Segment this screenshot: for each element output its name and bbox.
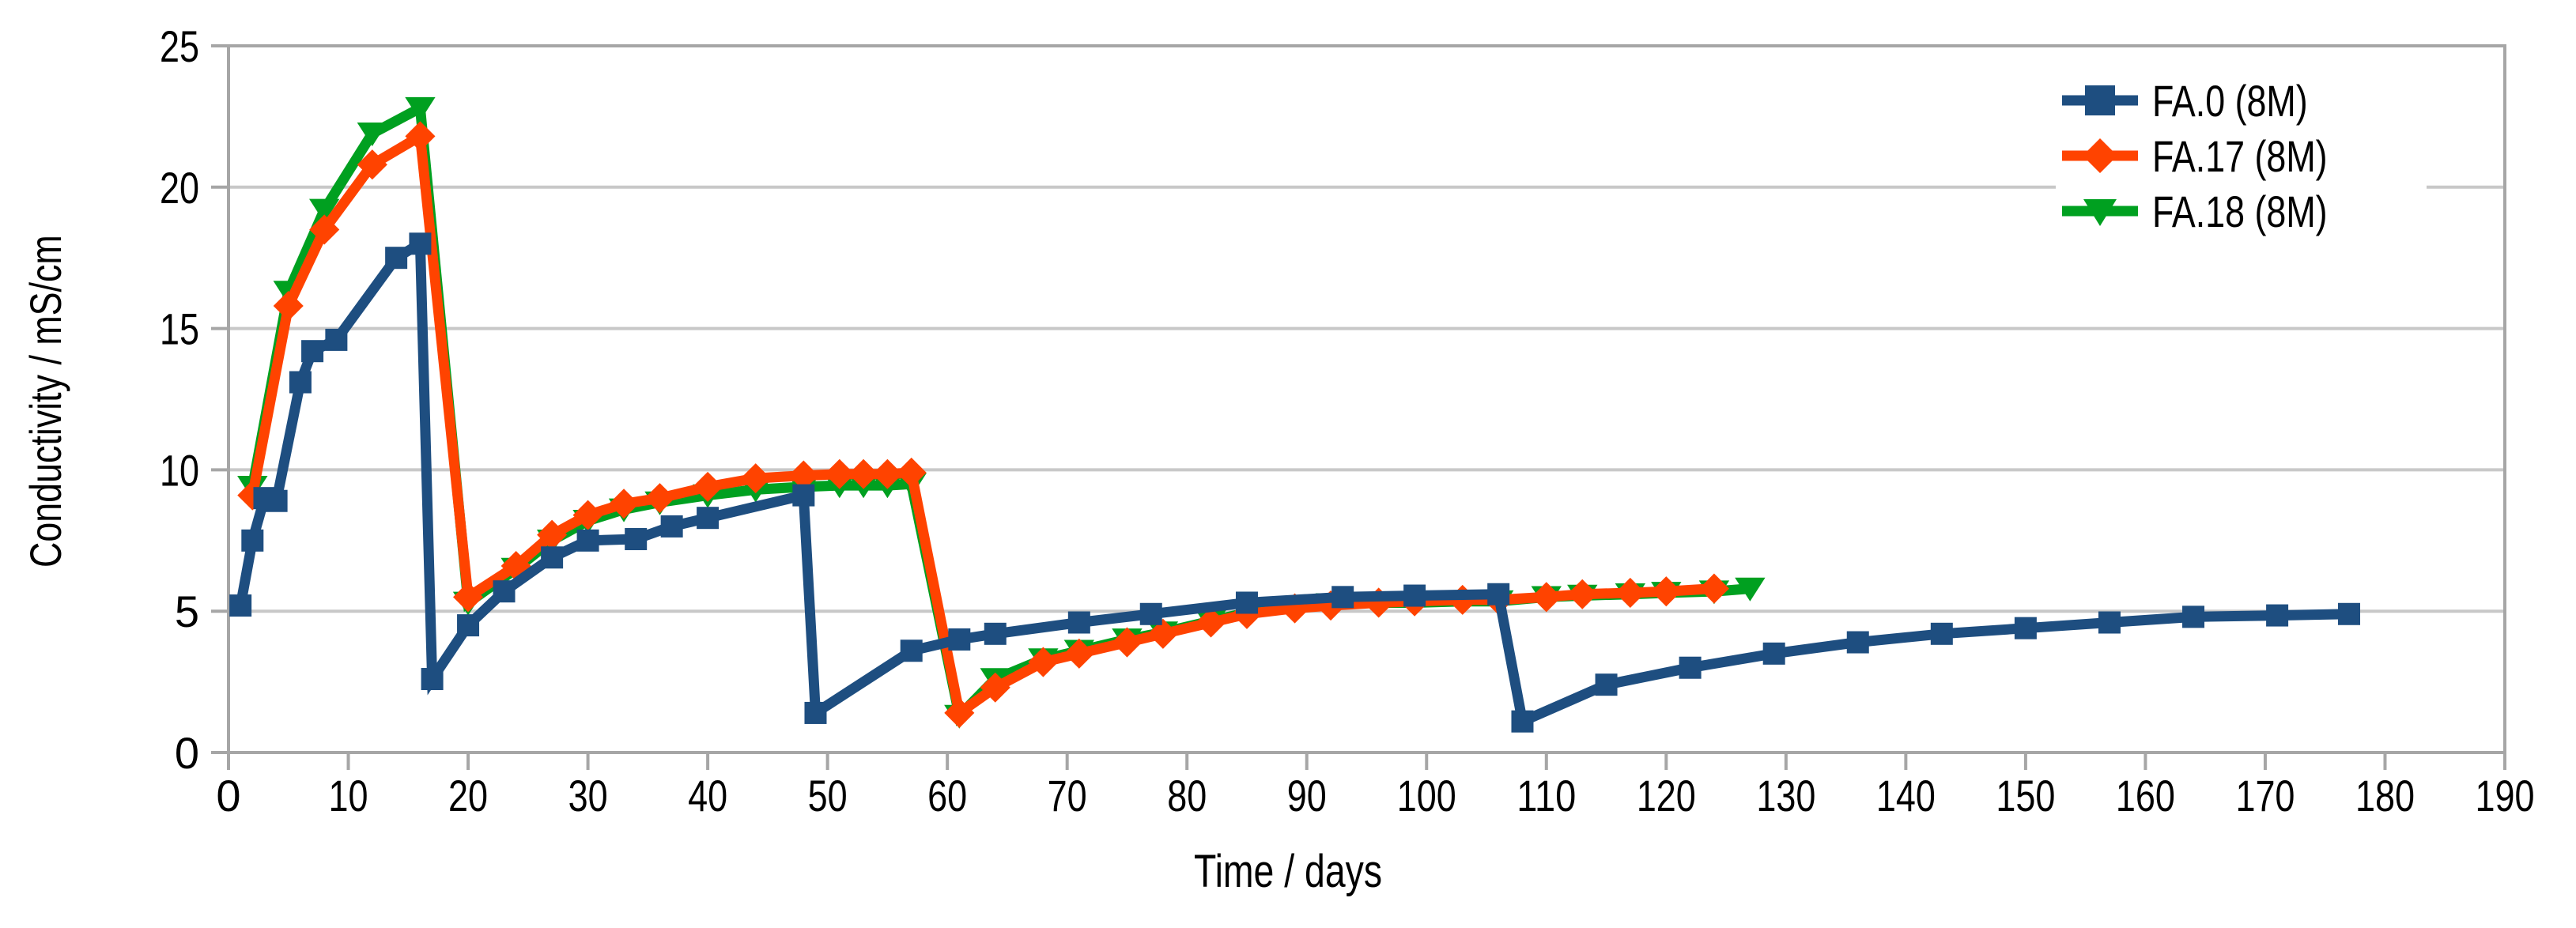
x-tick-label: 60 — [927, 771, 967, 820]
legend-label: FA.0 (8M) — [2152, 75, 2308, 126]
y-tick-label: 15 — [160, 304, 199, 354]
x-tick-label: 10 — [329, 771, 368, 820]
y-axis-title: Conductivity / mS/cm — [21, 235, 70, 568]
x-tick-label: 180 — [2355, 771, 2415, 820]
x-tick-label: 130 — [1756, 771, 1815, 820]
legend-label: FA.18 (8M) — [2152, 186, 2328, 236]
x-tick-label: 40 — [688, 771, 727, 820]
series-fa-0-8m — [229, 232, 2361, 733]
legend-label: FA.17 (8M) — [2152, 130, 2328, 181]
y-tick-label: 20 — [160, 163, 199, 213]
x-tick-label: 80 — [1167, 771, 1207, 820]
plot-border — [227, 44, 2506, 754]
legend: FA.0 (8M) FA.17 (8M) FA.18 (8M) — [2056, 73, 2427, 239]
x-tick-label: 110 — [1517, 771, 1576, 820]
y-tick-label: 0 — [175, 728, 199, 778]
x-tick-label: 90 — [1287, 771, 1327, 820]
x-tick-label: 190 — [2476, 771, 2535, 820]
x-axis-title: Time / days — [1193, 846, 1383, 897]
x-tick-label: 0 — [216, 771, 240, 820]
x-tick-label: 50 — [808, 771, 848, 820]
x-tick-label: 100 — [1397, 771, 1456, 820]
x-tick-label: 170 — [2235, 771, 2295, 820]
legend-marker-square-icon — [2062, 85, 2138, 115]
x-tick-label: 120 — [1637, 771, 1696, 820]
y-tick-label: 10 — [160, 445, 199, 495]
x-tick-label: 140 — [1876, 771, 1936, 820]
y-tick-label: 25 — [160, 21, 199, 71]
legend-marker-triangle-icon — [2062, 199, 2138, 226]
legend-item-fa17: FA.17 (8M) — [2062, 128, 2371, 183]
y-tick-label: 5 — [175, 587, 199, 636]
legend-item-fa0: FA.0 (8M) — [2062, 73, 2371, 128]
x-tick-label: 20 — [448, 771, 488, 820]
y-axis-ticks: 0 5 10 15 20 25 — [160, 21, 229, 778]
legend-item-fa18: FA.18 (8M) — [2062, 183, 2371, 239]
x-tick-label: 70 — [1048, 771, 1087, 820]
x-axis-ticks: 0 10 20 30 40 50 60 70 80 90 100 110 120 130 140 150 160… — [216, 753, 2535, 820]
x-tick-label: 30 — [568, 771, 608, 820]
x-tick-label: 150 — [1996, 771, 2055, 820]
legend-marker-diamond-icon — [2062, 138, 2138, 173]
x-tick-label: 160 — [2116, 771, 2175, 820]
